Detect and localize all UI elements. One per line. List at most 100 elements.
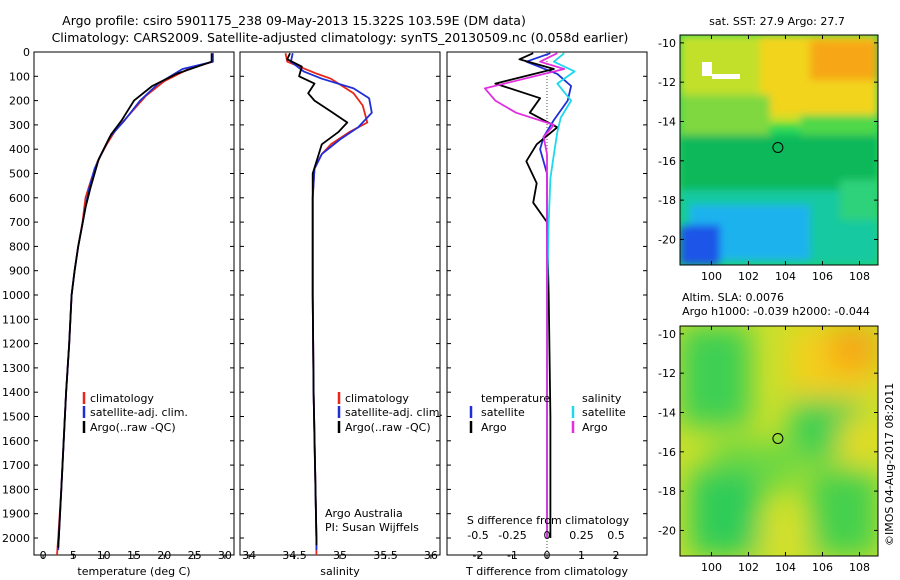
argo-location-marker xyxy=(772,433,784,444)
sst-x-axis: 100 102 104 106 108 xyxy=(701,35,870,283)
x-tick-label: 0 xyxy=(544,549,551,562)
salinity-xlabel: salinity xyxy=(320,565,360,578)
temperature-xlabel: temperature (deg C) xyxy=(77,565,190,578)
map-y-tick-label: -12 xyxy=(658,367,676,380)
sla-map-title-line2: Argo h1000: -0.039 h2000: -0.044 xyxy=(682,305,870,318)
depth-tick-label: 2000 xyxy=(2,532,30,545)
depth-tick-label: 400 xyxy=(9,143,30,156)
sla-x-axis: 100 102 104 106 108 xyxy=(701,326,870,574)
temperature-lines xyxy=(56,53,214,556)
x-tick-label: 5 xyxy=(70,549,77,562)
legend-label-argo: Argo(..raw -QC) xyxy=(345,421,431,434)
argo-location-marker xyxy=(772,142,784,153)
x-top-tick-label: 0.5 xyxy=(607,529,625,542)
depth-tick-label: 1700 xyxy=(2,459,30,472)
depth-tick-label: 600 xyxy=(9,192,30,205)
x-tick-label: 1 xyxy=(578,549,585,562)
legend-title-salinity: salinity xyxy=(582,392,622,405)
depth-tick-label: 1900 xyxy=(2,508,30,521)
map-y-tick-label: -14 xyxy=(658,406,676,419)
map-x-tick-label: 106 xyxy=(812,270,833,283)
difference-xlabel: T difference from climatology xyxy=(465,565,628,578)
imos-watermark: ©IMOS 04-Aug-2017 08:2011 xyxy=(883,383,896,546)
depth-tick-label: 700 xyxy=(9,216,30,229)
x-tick-label: 10 xyxy=(97,549,111,562)
map-x-tick-label: 100 xyxy=(701,270,722,283)
sst-map xyxy=(680,35,878,265)
difference-legend: temperature satellite Argo salinity sate… xyxy=(469,392,626,434)
difference-x-axis: -2 -0.5 -1 -0.25 0 0 1 0.25 2 0.5 xyxy=(467,529,624,562)
x-tick-label: 35 xyxy=(333,549,347,562)
depth-tick-label: 300 xyxy=(9,119,30,132)
map-y-tick-label: -16 xyxy=(658,155,676,168)
x-tick-label: -1 xyxy=(507,549,518,562)
argo-australia-label: Argo Australia xyxy=(325,507,403,520)
x-tick-label: 25 xyxy=(188,549,202,562)
x-tick-label: 0 xyxy=(40,549,47,562)
map-x-tick-label: 104 xyxy=(775,270,796,283)
difference-xlabel-top: S difference from climatology xyxy=(467,514,630,527)
salinity-panel xyxy=(239,51,441,556)
depth-tick-label: 1600 xyxy=(2,435,30,448)
series-line-argo-raw-qc- xyxy=(57,53,213,548)
temperature-panel xyxy=(33,51,235,556)
sla-map xyxy=(680,326,878,556)
legend-label-climatology: climatology xyxy=(90,392,154,405)
legend-label-sal-argo: Argo xyxy=(582,421,608,434)
figure-title-line2: Climatology: CARS2009. Satellite-adjuste… xyxy=(52,30,629,45)
x-tick-label: 36 xyxy=(424,549,438,562)
legend-label-temp-satellite: satellite xyxy=(481,406,525,419)
map-x-tick-label: 106 xyxy=(812,561,833,574)
depth-tick-label: 500 xyxy=(9,167,30,180)
map-x-tick-label: 100 xyxy=(701,561,722,574)
sst-map-frame xyxy=(679,34,879,266)
sst-map-title: sat. SST: 27.9 Argo: 27.7 xyxy=(709,15,845,28)
map-y-tick-label: -20 xyxy=(658,524,676,537)
x-tick-label: -2 xyxy=(473,549,484,562)
salinity-x-axis: 34 34.5 35 35.5 36 xyxy=(242,549,438,562)
difference-lines xyxy=(483,52,576,538)
series-line-argo-raw-qc- xyxy=(286,52,349,546)
x-top-tick-label: -0.5 xyxy=(467,529,488,542)
x-tick-label: 34 xyxy=(242,549,256,562)
depth-tick-label: 1200 xyxy=(2,338,30,351)
depth-tick-label: 1400 xyxy=(2,386,30,399)
x-tick-label: 2 xyxy=(612,549,619,562)
legend-label-satellite: satellite-adj. clim. xyxy=(345,406,443,419)
sla-y-axis: -10 -12 -14 -16 -18 -20 xyxy=(658,328,878,537)
x-top-tick-label: 0.25 xyxy=(569,529,594,542)
map-y-tick-label: -10 xyxy=(658,37,676,50)
figure-title-line1: Argo profile: csiro 5901175_238 09-May-2… xyxy=(62,13,526,28)
salinity-legend: climatology satellite-adj. clim. Argo(..… xyxy=(337,392,443,434)
x-tick-label: 15 xyxy=(127,549,141,562)
sla-map-title-line1: Altim. SLA: 0.0076 xyxy=(682,291,784,304)
x-tick-label: 35.5 xyxy=(373,549,398,562)
sst-y-axis: -10 -12 -14 -16 -18 -20 xyxy=(658,37,878,246)
depth-tick-label: 1100 xyxy=(2,313,30,326)
x-tick-label: 20 xyxy=(157,549,171,562)
map-y-tick-label: -14 xyxy=(658,115,676,128)
depth-tick-label: 200 xyxy=(9,95,30,108)
x-top-tick-label: -0.25 xyxy=(498,529,526,542)
x-top-tick-label: 0 xyxy=(544,529,551,542)
depth-tick-label: 1300 xyxy=(2,362,30,375)
depth-tick-label: 1800 xyxy=(2,483,30,496)
map-y-tick-label: -16 xyxy=(658,446,676,459)
map-y-tick-label: -12 xyxy=(658,76,676,89)
depth-tick-label: 1500 xyxy=(2,410,30,423)
map-x-tick-label: 102 xyxy=(738,270,759,283)
map-y-tick-label: -18 xyxy=(658,194,676,207)
depth-tick-label: 1000 xyxy=(2,289,30,302)
legend-title-temperature: temperature xyxy=(481,392,550,405)
map-x-tick-label: 108 xyxy=(849,561,870,574)
legend-label-sal-satellite: satellite xyxy=(582,406,626,419)
depth-tick-label: 0 xyxy=(23,46,30,59)
temperature-x-axis: 0 5 10 15 20 25 30 xyxy=(40,549,232,562)
map-y-tick-label: -10 xyxy=(658,328,676,341)
temperature-legend: climatology satellite-adj. clim. Argo(..… xyxy=(82,392,188,434)
legend-label-climatology: climatology xyxy=(345,392,409,405)
x-tick-label: 30 xyxy=(218,549,232,562)
depth-tick-label: 800 xyxy=(9,240,30,253)
map-y-tick-label: -18 xyxy=(658,485,676,498)
